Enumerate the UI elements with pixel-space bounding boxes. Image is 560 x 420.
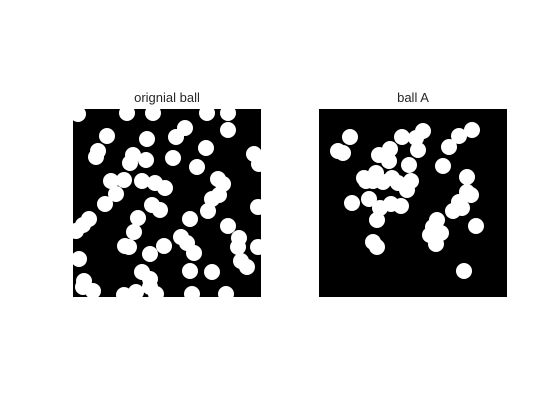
ball (251, 156, 261, 172)
ball (410, 142, 426, 158)
ball (165, 150, 181, 166)
ball (88, 149, 104, 165)
ball (342, 129, 358, 145)
ball (130, 210, 146, 226)
ball (184, 286, 200, 297)
ball (73, 223, 84, 239)
ball (116, 287, 132, 297)
ball (189, 159, 205, 175)
ball-a-panel: ball A (319, 90, 507, 297)
ball (394, 129, 410, 145)
ball (459, 169, 475, 185)
ball (156, 238, 172, 254)
ball (198, 140, 214, 156)
ball (211, 187, 227, 203)
ball (121, 239, 137, 255)
ball (451, 128, 467, 144)
ball (428, 236, 444, 252)
ball (97, 196, 113, 212)
ball (142, 246, 158, 262)
ball (220, 109, 236, 121)
ball (381, 153, 397, 169)
ball (126, 224, 142, 240)
ball (463, 187, 479, 203)
ball (122, 155, 138, 171)
ball (220, 218, 236, 234)
ball (99, 128, 115, 144)
ball (464, 122, 480, 138)
ball (116, 172, 132, 188)
ball (148, 286, 164, 297)
ball (81, 211, 97, 227)
ball (75, 279, 91, 295)
ball (177, 120, 193, 136)
ball (356, 170, 372, 186)
ball (103, 173, 119, 189)
ball (361, 191, 377, 207)
ball (73, 109, 86, 122)
ball (218, 286, 234, 297)
ball (152, 202, 168, 218)
ball (468, 218, 484, 234)
original-ball-image (73, 109, 261, 297)
ball (375, 174, 391, 190)
ball (134, 173, 150, 189)
ball (330, 143, 346, 159)
ball (383, 196, 399, 212)
ball (73, 251, 87, 267)
ball (401, 157, 417, 173)
ball (204, 264, 220, 280)
ball (186, 245, 202, 261)
ball (408, 130, 424, 146)
ball (119, 109, 135, 121)
ball (200, 203, 216, 219)
ball (456, 263, 472, 279)
ball (435, 158, 451, 174)
ball (199, 109, 215, 121)
ball (108, 186, 124, 202)
ball (454, 200, 470, 216)
ball (138, 152, 154, 168)
ball (250, 199, 261, 215)
ball (182, 263, 198, 279)
ball (182, 211, 198, 227)
ball (128, 284, 144, 297)
ball-a-image (319, 109, 507, 297)
ball (139, 131, 155, 147)
ball (250, 239, 261, 255)
original-ball-panel: orignial ball (73, 90, 261, 297)
ball (441, 139, 457, 155)
ball (399, 182, 415, 198)
ball (369, 212, 385, 228)
ball (344, 195, 360, 211)
panel-title: orignial ball (134, 90, 200, 105)
ball (145, 109, 161, 121)
ball (157, 180, 173, 196)
ball (382, 141, 398, 157)
panel-title: ball A (397, 90, 429, 105)
ball (369, 239, 385, 255)
ball (220, 122, 236, 138)
ball (239, 259, 255, 275)
ball (230, 239, 246, 255)
